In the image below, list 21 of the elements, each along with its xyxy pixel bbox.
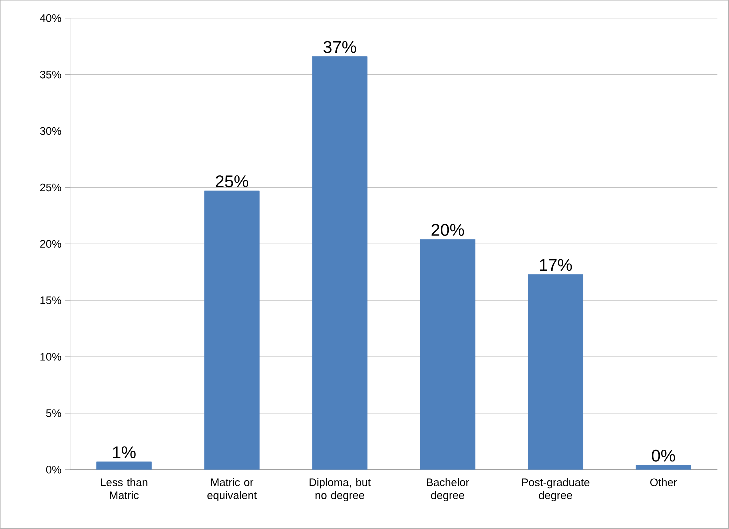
y-tick-label: 25% — [40, 184, 62, 192]
data-label: 1% — [113, 446, 136, 458]
y-tick-label: 30% — [40, 127, 62, 136]
data-label: 17% — [540, 259, 572, 271]
data-label: 20% — [432, 224, 464, 236]
y-tick-label: 5% — [46, 409, 62, 418]
x-tick-label: Bachelor degree — [427, 478, 470, 502]
x-tick-label: Matric or equivalent — [208, 478, 258, 502]
data-label: 0% — [652, 450, 676, 462]
y-tick-label: 0% — [46, 466, 62, 474]
x-tick-label: Less than Matric — [101, 478, 148, 500]
y-tick-label: 35% — [40, 70, 62, 79]
data-label: 37% — [324, 41, 356, 54]
data-label: 25% — [216, 175, 248, 188]
x-tick-label: Diploma, but no degree — [310, 478, 371, 502]
x-tick-label: Post-graduate degree — [522, 478, 590, 502]
y-tick-label: 20% — [40, 240, 62, 248]
x-tick-label: Other — [650, 478, 678, 486]
y-tick-label: 10% — [40, 353, 62, 361]
y-tick-label: 15% — [40, 296, 62, 304]
y-tick-label: 40% — [40, 14, 62, 22]
